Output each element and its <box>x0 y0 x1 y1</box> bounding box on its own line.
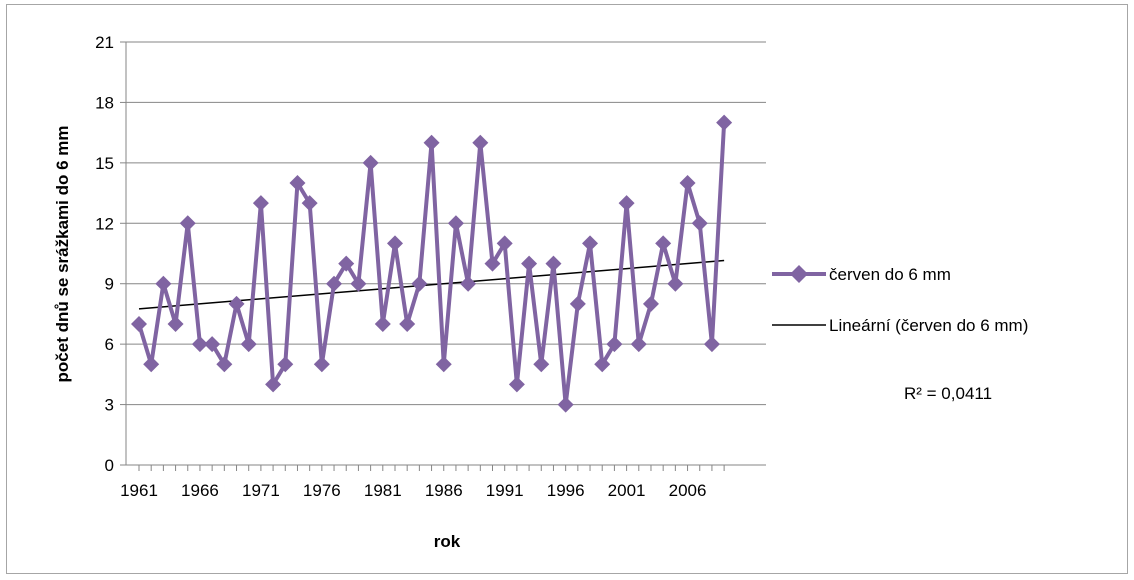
data-point-marker <box>265 376 282 393</box>
legend-series-label: červen do 6 mm <box>829 265 951 284</box>
data-point-marker <box>386 235 403 252</box>
data-point-marker <box>508 376 525 393</box>
data-point-marker <box>313 356 330 373</box>
x-tick-label: 1986 <box>425 481 463 500</box>
data-point-marker <box>447 215 464 232</box>
data-point-marker <box>289 175 306 191</box>
data-point-marker <box>326 275 343 292</box>
data-point-marker <box>569 295 586 312</box>
data-point-marker <box>521 255 538 272</box>
x-tick-label: 1971 <box>242 481 280 500</box>
data-point-marker <box>167 316 184 332</box>
data-point-marker <box>618 195 635 212</box>
data-point-marker <box>606 336 623 353</box>
data-point-marker <box>691 215 708 232</box>
y-tick-label: 21 <box>95 33 114 52</box>
x-axis-title: rok <box>434 532 461 551</box>
data-point-marker <box>703 336 720 353</box>
data-point-marker <box>179 215 196 232</box>
legend-trendline-label: Lineární (červen do 6 mm) <box>829 316 1028 335</box>
markers-group <box>131 114 733 413</box>
y-tick-label: 9 <box>105 275 114 294</box>
data-point-marker <box>411 275 428 292</box>
y-tick-label: 3 <box>105 396 114 415</box>
data-point-marker <box>277 356 294 373</box>
y-tick-label: 6 <box>105 335 114 354</box>
legend-series-swatch-marker <box>790 265 808 283</box>
y-tick-label: 0 <box>105 456 114 475</box>
data-point-marker <box>228 295 245 312</box>
x-tick-label: 1991 <box>486 481 524 500</box>
x-tick-label: 1981 <box>364 481 402 500</box>
data-point-marker <box>350 275 367 292</box>
data-point-marker <box>679 175 696 191</box>
data-point-marker <box>252 195 269 212</box>
data-point-marker <box>667 275 684 292</box>
data-point-marker <box>240 336 257 353</box>
data-point-marker <box>399 316 416 332</box>
axes <box>120 41 766 471</box>
y-axis-title: počet dnů se srážkami do 6 mm <box>53 126 72 383</box>
y-tick-label: 12 <box>95 214 114 233</box>
data-point-marker <box>143 356 160 373</box>
data-point-marker <box>460 275 477 292</box>
data-point-marker <box>496 235 513 252</box>
data-point-marker <box>374 316 391 332</box>
y-tick-label: 15 <box>95 154 114 173</box>
data-point-marker <box>472 134 489 151</box>
legend: červen do 6 mm Lineární (červen do 6 mm) <box>772 265 1028 335</box>
r-squared-annotation: R² = 0,0411 <box>904 384 992 403</box>
data-point-marker <box>545 255 562 272</box>
gridlines <box>126 41 766 406</box>
x-tick-label: 2001 <box>608 481 646 500</box>
data-point-marker <box>216 356 233 373</box>
data-point-marker <box>423 134 440 151</box>
data-point-marker <box>338 255 355 272</box>
y-tick-labels: 0 3 6 9 12 15 18 21 <box>95 33 114 475</box>
data-point-marker <box>155 275 172 292</box>
data-point-marker <box>630 336 647 353</box>
data-point-marker <box>716 114 733 131</box>
data-point-marker <box>533 356 550 373</box>
data-point-marker <box>301 195 318 212</box>
data-point-marker <box>204 336 221 353</box>
data-point-marker <box>557 396 574 413</box>
y-tick-label: 18 <box>95 93 114 112</box>
data-point-marker <box>594 356 611 373</box>
data-point-marker <box>582 235 599 252</box>
x-tick-label: 1976 <box>303 481 341 500</box>
data-point-marker <box>435 356 452 373</box>
x-tick-label: 2006 <box>669 481 707 500</box>
x-tick-label: 1961 <box>120 481 158 500</box>
x-tick-label: 1996 <box>547 481 585 500</box>
data-point-marker <box>131 316 147 332</box>
data-point-marker <box>362 154 379 171</box>
x-tick-labels: 1961 1966 1971 1976 1981 1986 1991 1996 2001 2006 <box>120 481 706 500</box>
data-point-marker <box>191 336 208 353</box>
data-point-marker <box>484 255 501 272</box>
x-tick-label: 1966 <box>181 481 219 500</box>
data-point-marker <box>642 295 659 312</box>
data-point-marker <box>655 235 672 252</box>
